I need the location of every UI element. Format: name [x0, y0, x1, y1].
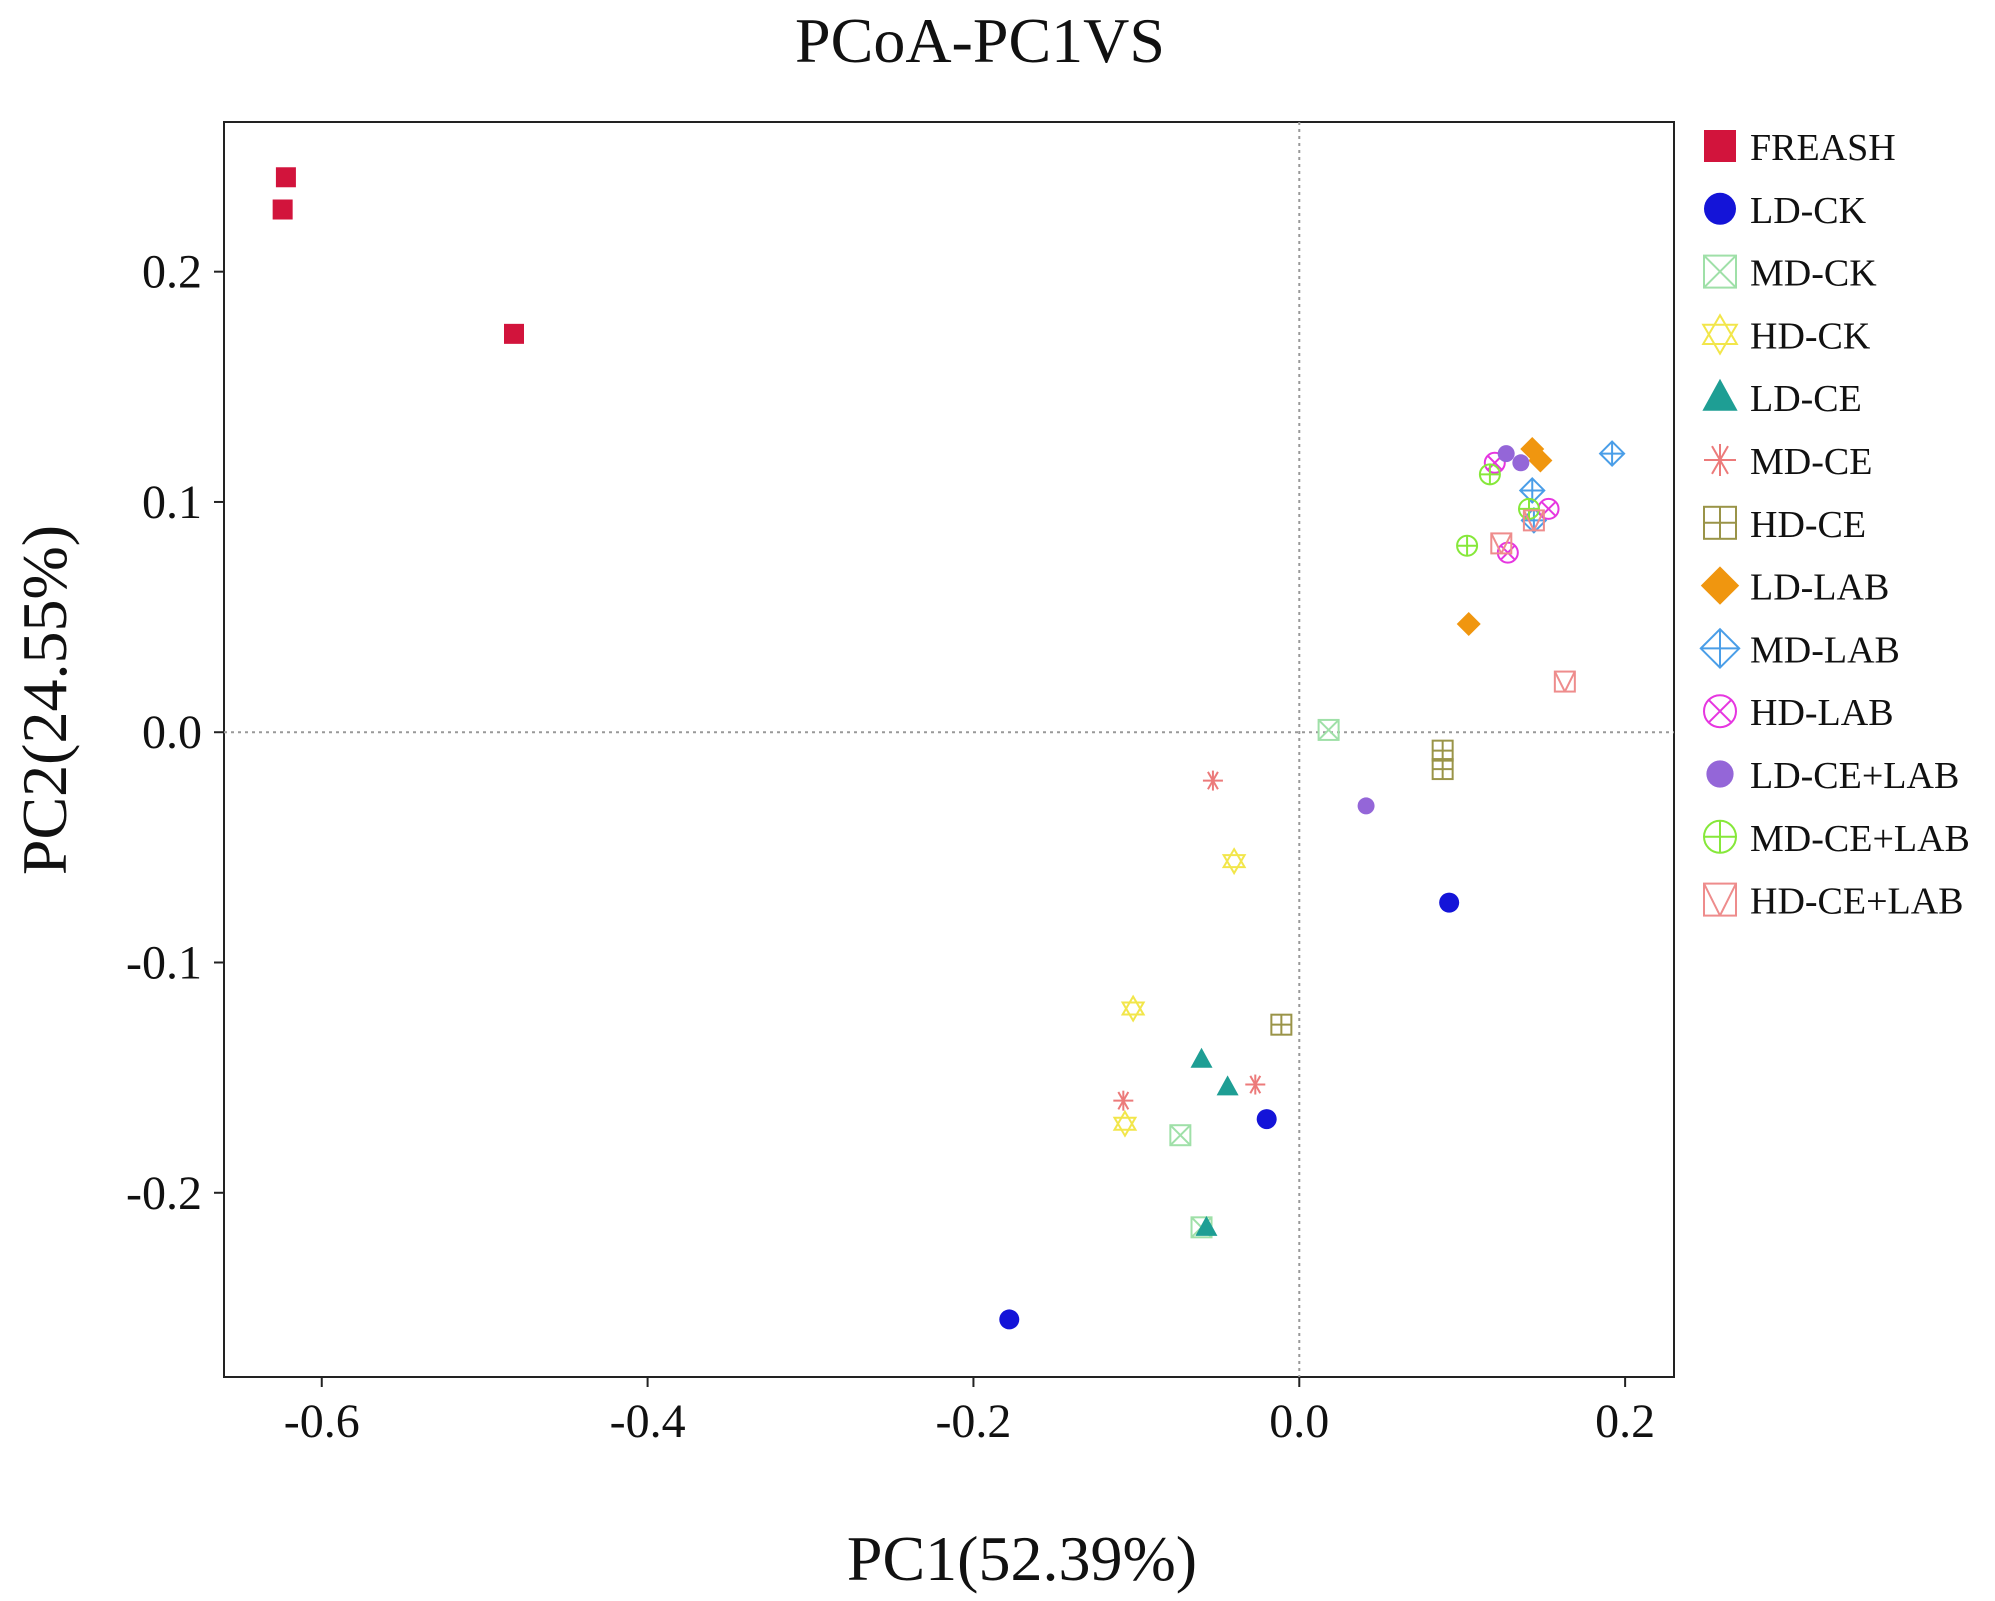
data-point-hd-ce [1431, 739, 1454, 762]
data-point-hd-ck [1120, 994, 1146, 1023]
data-point-md-ce [1113, 1090, 1134, 1111]
data-point-md-ck [1169, 1124, 1192, 1147]
y-tick-label: 0.2 [142, 246, 202, 299]
data-point-ld-ck [1256, 1109, 1277, 1130]
x-tick-label: 0.0 [1269, 1395, 1329, 1448]
data-point-md-ck [1317, 718, 1340, 741]
data-point-hd-ck [1112, 1109, 1138, 1138]
data-point-hd-ck [1221, 847, 1247, 876]
legend-label-md-ck: MD-CK [1750, 253, 1877, 295]
legend-marker-md-ck [1703, 254, 1737, 289]
chart-title: PCoA-PC1VS [795, 5, 1165, 76]
data-point-hd-ce [1270, 1013, 1293, 1036]
data-point-md-ce [1202, 770, 1223, 791]
legend-marker-freash [1704, 130, 1736, 162]
legend-marker-md-lab [1699, 627, 1741, 670]
data-point-md-ce [1245, 1074, 1266, 1095]
legend-marker-hd-ce-plus-lab [1703, 882, 1737, 917]
data-point-ld-ce-plus-lab [1497, 445, 1515, 463]
legend-marker-md-ce [1704, 444, 1736, 476]
legend-label-hd-lab: HD-LAB [1750, 692, 1894, 734]
x-tick-label: -0.6 [284, 1395, 360, 1448]
legend-label-md-lab: MD-LAB [1750, 629, 1900, 671]
plot-frame [223, 121, 1675, 1378]
legend-label-hd-ce: HD-CE [1750, 504, 1866, 546]
legend-label-ld-lab: LD-LAB [1750, 567, 1889, 609]
data-point-ld-ck [1439, 892, 1460, 913]
data-point-ld-lab [1456, 612, 1481, 636]
legend-label-md-ce-plus-lab: MD-CE+LAB [1750, 818, 1970, 860]
legend-marker-ld-lab [1700, 566, 1740, 605]
legend-marker-ld-ce-plus-lab [1706, 760, 1734, 788]
data-point-ld-ce [1216, 1075, 1239, 1096]
reference-lines [224, 122, 1674, 1377]
data-point-md-ce-plus-lab [1518, 497, 1540, 520]
legend-label-ld-ck: LD-CK [1750, 190, 1867, 232]
legend-marker-ld-ce [1702, 378, 1738, 411]
x-tick-label: -0.4 [610, 1395, 686, 1448]
data-point-freash [272, 199, 293, 220]
data-point-md-ce-plus-lab [1478, 463, 1501, 486]
legend-label-hd-ce-plus-lab: HD-CE+LAB [1750, 881, 1964, 923]
legend-label-ld-ce-plus-lab: LD-CE+LAB [1750, 755, 1959, 797]
data-point-hd-ce-plus-lab [1490, 532, 1513, 555]
data-point-ld-ce [1195, 1215, 1218, 1236]
x-tick-label: -0.2 [935, 1395, 1011, 1448]
legend-label-hd-ck: HD-CK [1750, 315, 1871, 357]
data-point-freash [504, 323, 524, 344]
data-points [272, 167, 1626, 1330]
legend-label-md-ce: MD-CE [1750, 441, 1872, 483]
data-point-ld-lab [1528, 448, 1553, 473]
data-point-ld-ck [999, 1309, 1020, 1330]
legend-marker-hd-ck [1701, 313, 1739, 356]
data-point-hd-ce [1431, 758, 1454, 781]
legend-marker-hd-lab [1703, 694, 1737, 729]
legend-marker-md-ce-plus-lab [1703, 819, 1737, 854]
y-tick-label: 0.1 [142, 476, 202, 529]
y-tick-label: -0.2 [126, 1167, 202, 1220]
data-point-ld-ce [1190, 1047, 1213, 1068]
y-axis-label: PC2(24.55%) [9, 525, 80, 875]
data-point-md-ce-plus-lab [1456, 534, 1479, 557]
x-axis-label: PC1(52.39%) [847, 1523, 1197, 1594]
legend-marker-hd-ce [1703, 505, 1737, 540]
y-tick-label: -0.1 [126, 937, 202, 990]
data-point-freash [275, 167, 296, 188]
data-point-hd-ce-plus-lab [1553, 670, 1576, 693]
legend-label-freash: FREASH [1750, 127, 1896, 169]
data-point-ld-ce-plus-lab [1357, 797, 1375, 815]
y-axis-ticks: -0.2 -0.1 0.0 0.1 0.2 [126, 246, 224, 1220]
legend-marker-ld-ck [1704, 192, 1736, 225]
x-axis-ticks: -0.6 -0.4 -0.2 0.0 0.2 [284, 1377, 1655, 1448]
legend-label-ld-ce: LD-CE [1750, 378, 1862, 420]
x-tick-label: 0.2 [1595, 1395, 1655, 1448]
data-point-hd-ce-plus-lab [1522, 509, 1545, 532]
data-point-ld-ce-plus-lab [1512, 454, 1530, 472]
legend: FREASH LD-CK MD-CK HD-CK LD-CE MD-CE HD-CE LD-L… [1699, 127, 1970, 923]
y-tick-label: 0.0 [142, 706, 202, 759]
data-point-md-lab [1598, 440, 1626, 468]
